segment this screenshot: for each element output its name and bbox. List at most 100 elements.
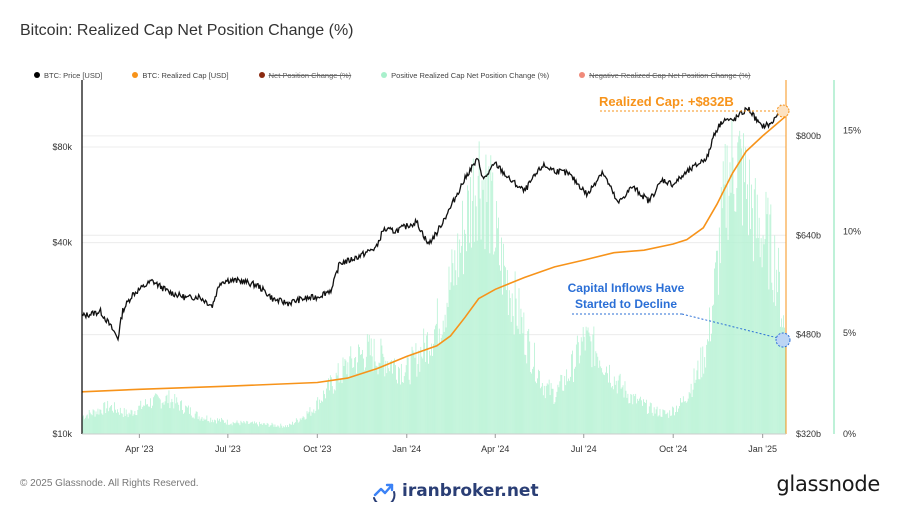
pct-bar <box>348 377 350 434</box>
pct-bar <box>565 385 567 434</box>
pct-bar <box>710 341 711 434</box>
pct-bar <box>117 409 118 434</box>
pct-bar <box>451 249 453 434</box>
pct-bar <box>230 423 232 434</box>
pct-bar <box>324 394 325 434</box>
pct-bar <box>751 208 753 434</box>
pct-bar <box>192 417 194 434</box>
pct-bar <box>442 320 444 434</box>
pct-bar <box>487 171 489 434</box>
pct-bar <box>298 421 300 434</box>
pct-bar <box>226 419 228 434</box>
pct-bar <box>443 331 445 434</box>
pct-bar <box>411 346 413 434</box>
pct-bar <box>142 406 144 434</box>
pct-bar <box>103 402 105 434</box>
legend-item[interactable]: BTC: Realized Cap [USD] <box>132 71 229 80</box>
pct-bar <box>473 241 475 434</box>
pct-bar <box>741 148 743 434</box>
pct-bars <box>82 119 786 434</box>
pct-bar <box>220 421 221 434</box>
pct-bar <box>238 423 240 434</box>
pct-bar <box>258 426 259 434</box>
pct-bar <box>143 405 145 434</box>
pct-bar <box>262 423 264 434</box>
pct-bar <box>642 405 643 434</box>
pct-bar <box>660 416 662 434</box>
pct-bar <box>646 413 648 434</box>
pct-bar <box>228 424 230 434</box>
pct-bar <box>321 400 323 434</box>
legend-item[interactable]: BTC: Price [USD] <box>34 71 102 80</box>
pct-bar <box>360 354 361 434</box>
pct-bar <box>164 401 166 434</box>
pct-bar <box>595 351 597 434</box>
pct-bar <box>422 358 424 434</box>
pct-bar <box>517 328 519 434</box>
pct-bar <box>162 402 164 434</box>
pct-tick-label: 10% <box>843 227 861 237</box>
x-tick-label: Jan '25 <box>748 444 777 454</box>
pct-bar <box>728 195 730 434</box>
pct-bar <box>454 250 456 434</box>
pct-bar <box>633 394 635 434</box>
pct-bar <box>586 330 588 434</box>
legend-item[interactable]: Net Position Change (%) <box>258 71 351 80</box>
pct-bar <box>328 378 329 434</box>
pct-bar <box>170 402 172 434</box>
pct-bar <box>367 341 369 434</box>
pct-bar <box>317 397 319 434</box>
pct-bar <box>653 407 655 434</box>
pct-bar <box>352 367 354 434</box>
pct-bar <box>283 426 285 434</box>
pct-bar <box>299 418 301 434</box>
pct-bar <box>356 373 358 434</box>
pct-bar <box>644 402 645 434</box>
pct-bar <box>499 265 500 434</box>
pct-bar <box>575 344 577 434</box>
pct-bar <box>722 161 724 434</box>
pct-bar <box>323 390 324 434</box>
pct-bar <box>330 377 332 434</box>
legend-item[interactable]: Positive Realized Cap Net Position Chang… <box>381 71 549 80</box>
pct-bar <box>777 292 779 434</box>
pct-bar <box>574 368 575 434</box>
pct-bar <box>740 139 742 434</box>
pct-bar <box>359 346 360 434</box>
x-tick-label: Oct '24 <box>659 444 687 454</box>
price-tick-label: $40k <box>52 238 72 248</box>
pct-bar <box>718 227 720 434</box>
pct-bar <box>414 357 416 434</box>
pct-bar <box>275 426 277 434</box>
pct-bar <box>730 192 732 434</box>
pct-bar <box>676 405 677 434</box>
pct-bar <box>295 418 297 434</box>
pct-bar <box>218 420 219 434</box>
pct-bar <box>729 162 731 434</box>
pct-bar <box>243 420 245 434</box>
pct-bar <box>620 388 622 434</box>
pct-bar <box>278 426 280 434</box>
legend-item[interactable]: Negative Realized Cap Net Position Chang… <box>579 71 751 80</box>
pct-bar <box>471 200 473 434</box>
pct-bar <box>717 294 719 434</box>
pct-bar <box>100 409 102 434</box>
pct-bar <box>293 423 295 434</box>
pct-bar <box>764 239 766 434</box>
pct-bar <box>576 335 578 434</box>
pct-bar <box>601 368 603 434</box>
pct-bar <box>762 235 764 434</box>
pct-bar <box>491 180 493 434</box>
pct-bar <box>408 379 410 434</box>
pct-bar <box>456 284 458 434</box>
pct-bar <box>520 308 522 434</box>
pct-bar <box>209 422 211 434</box>
pct-bar <box>400 363 402 434</box>
pct-bar <box>304 419 306 434</box>
pct-bar <box>355 356 357 434</box>
inflows-annotation-line2: Started to Decline <box>575 297 677 311</box>
pct-bar <box>437 345 439 434</box>
pct-bar <box>201 417 203 434</box>
pct-bar <box>698 379 700 434</box>
pct-bar <box>753 189 755 434</box>
